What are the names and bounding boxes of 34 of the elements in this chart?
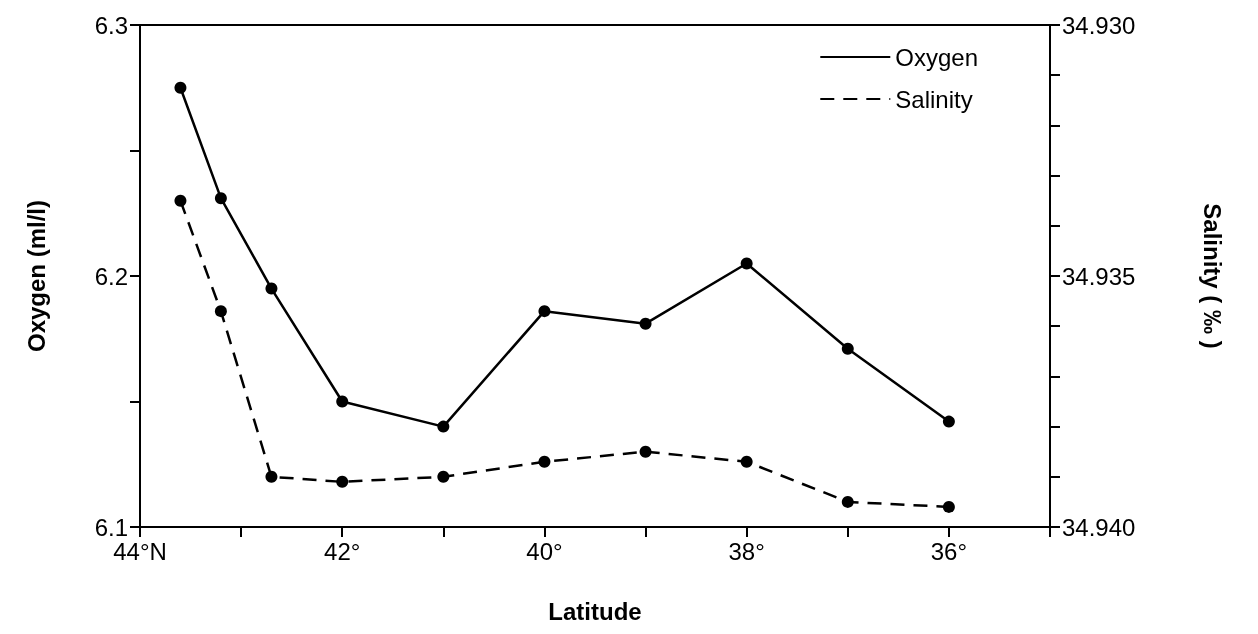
x-tick-label: 40°	[526, 537, 563, 565]
point	[538, 305, 551, 318]
y2-tick-label: 34.935	[1062, 262, 1136, 290]
point	[538, 455, 551, 468]
legend-label: Salinity	[895, 85, 973, 113]
point	[740, 257, 753, 270]
point	[841, 495, 854, 508]
point	[265, 470, 278, 483]
point	[336, 395, 349, 408]
y2-tick-label: 34.930	[1062, 11, 1136, 39]
point	[214, 305, 227, 318]
point	[174, 194, 187, 207]
y-tick-label: 6.3	[94, 11, 128, 39]
x-tick-label: 42°	[324, 537, 361, 565]
point	[437, 420, 450, 433]
x-axis-title: Latitude	[548, 597, 642, 625]
x-tick-label: 38°	[728, 537, 765, 565]
point	[214, 192, 227, 205]
point	[174, 81, 187, 94]
point	[740, 455, 753, 468]
point	[639, 445, 652, 458]
point	[265, 282, 278, 295]
point	[639, 317, 652, 330]
y-tick-label: 6.2	[94, 262, 128, 290]
point	[437, 470, 450, 483]
y-axis-title: Oxygen (ml/l)	[22, 199, 50, 353]
point	[336, 475, 349, 488]
point	[942, 415, 955, 428]
y2-tick-label: 34.940	[1062, 513, 1136, 541]
y2-axis-title: Salinity ( ‰ )	[1198, 203, 1226, 349]
x-tick-label: 36°	[930, 537, 968, 565]
legend-label: Oxygen	[895, 43, 979, 71]
point	[942, 500, 955, 513]
point	[841, 342, 854, 355]
